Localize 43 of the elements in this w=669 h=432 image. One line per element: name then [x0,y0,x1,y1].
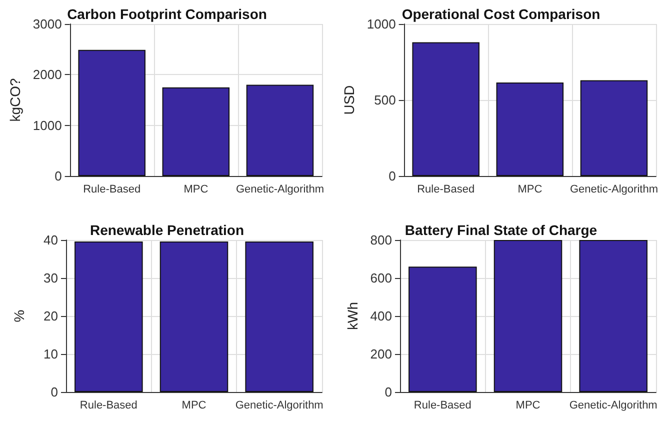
y-tick-label: 400 [370,308,392,324]
y-tick-label: 40 [44,232,58,248]
y-tick-label: 0 [54,168,62,184]
x-tick-label: Rule-Based [417,184,475,196]
y-tick-label: 20 [44,308,58,324]
x-tick-label: Rule-Based [83,184,141,196]
bar [580,80,648,176]
y-tick-label: 0 [50,384,58,400]
y-axis-title: % [11,310,27,322]
chart-title: Battery Final State of Charge [404,222,598,238]
bar [412,42,480,176]
y-tick-label: 0 [388,168,396,184]
y-axis-title: kgCO? [7,78,23,122]
y-tick-label: 1000 [366,16,396,32]
y-tick-label: 30 [44,270,58,286]
y-tick-label: 10 [44,346,58,362]
x-tick-label: MPC [184,184,208,196]
bar [496,82,564,176]
bar [162,87,230,176]
y-axis-title: USD [341,85,357,115]
y-tick-label: 2000 [32,67,62,82]
y-tick-label: 800 [370,232,392,248]
bar [78,50,146,176]
y-axis-title: kWh [344,302,360,330]
y-tick-label: 1000 [32,118,62,133]
x-tick-label: Genetic-Algorithm [236,184,324,196]
x-tick-label: Genetic-Algorithm [570,184,658,196]
y-tick-label: 500 [374,92,396,108]
x-tick-label: MPC [516,400,540,412]
chart-title: Carbon Footprint Comparison [67,6,267,22]
x-tick-label: Rule-Based [80,400,138,412]
chart-title: Operational Cost Comparison [402,6,600,22]
x-tick-label: Genetic-Algorithm [235,400,324,412]
x-tick-label: MPC [182,400,206,412]
y-tick-label: 3000 [32,16,62,32]
chart-title: Renewable Penetration [90,222,244,238]
bar [246,84,314,176]
y-tick-label: 200 [370,346,392,362]
y-tick-label: 600 [370,270,392,286]
y-tick-label: 0 [384,384,392,400]
x-tick-label: MPC [518,184,542,196]
x-tick-label: Rule-Based [414,400,472,412]
x-tick-label: Genetic-Algorithm [569,400,658,412]
